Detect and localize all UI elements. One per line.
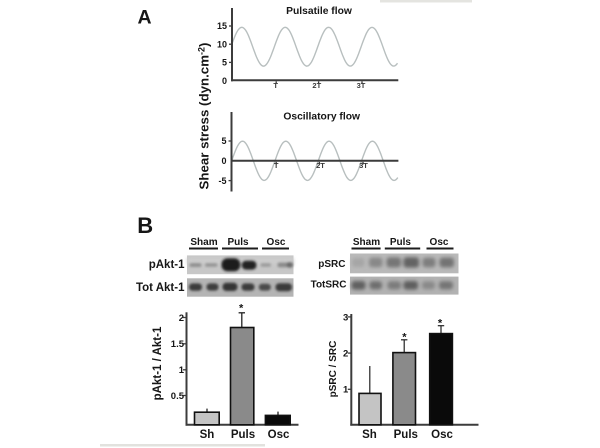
svg-text:Sh: Sh [200, 429, 215, 441]
svg-text:pSRC / SRC: pSRC / SRC [328, 341, 339, 398]
svg-text:T: T [273, 81, 278, 90]
svg-text:Sh: Sh [362, 429, 377, 441]
svg-text:3: 3 [343, 312, 348, 323]
svg-text:2T: 2T [316, 161, 325, 170]
svg-text:Osc: Osc [431, 429, 453, 441]
svg-text:2T: 2T [312, 81, 321, 90]
svg-text:Osc: Osc [268, 429, 290, 441]
svg-text:5: 5 [221, 136, 226, 146]
svg-text:A: A [138, 7, 152, 29]
svg-text:*: * [239, 303, 244, 315]
svg-text:1: 1 [179, 365, 185, 376]
svg-text:Oscillatory flow: Oscillatory flow [283, 112, 361, 123]
svg-text:3T: 3T [359, 161, 368, 170]
svg-text:*: * [402, 332, 407, 344]
svg-text:*: * [438, 318, 443, 330]
svg-text:pAkt-1 / Akt-1: pAkt-1 / Akt-1 [152, 326, 164, 400]
svg-text:pAkt-1: pAkt-1 [149, 259, 185, 271]
svg-text:2: 2 [343, 349, 348, 360]
svg-text:Sham: Sham [353, 237, 380, 248]
svg-text:-5: -5 [218, 176, 226, 186]
svg-text:Puls: Puls [231, 429, 255, 441]
svg-text:Shear stress (dyn.cm-2): Shear stress (dyn.cm-2) [197, 43, 212, 190]
svg-text:T: T [274, 161, 279, 170]
svg-text:Puls: Puls [390, 237, 412, 248]
svg-text:0: 0 [221, 156, 226, 166]
svg-text:0: 0 [222, 76, 227, 86]
svg-text:Pulsatile flow: Pulsatile flow [286, 6, 353, 17]
svg-text:Puls: Puls [227, 237, 249, 248]
svg-text:pSRC: pSRC [318, 259, 345, 270]
svg-text:1: 1 [343, 385, 349, 396]
svg-text:Sham: Sham [190, 237, 217, 248]
svg-text:TotSRC: TotSRC [311, 280, 347, 291]
svg-text:B: B [137, 213, 153, 238]
svg-text:2: 2 [179, 313, 184, 324]
svg-text:10: 10 [217, 39, 227, 49]
svg-text:15: 15 [217, 21, 227, 31]
svg-text:Puls: Puls [394, 429, 418, 441]
svg-text:1.5: 1.5 [171, 339, 185, 350]
svg-text:Osc: Osc [430, 237, 449, 248]
svg-text:Osc: Osc [267, 237, 286, 248]
svg-text:3T: 3T [357, 81, 366, 90]
svg-text:0.5: 0.5 [171, 391, 185, 402]
svg-text:Tot Akt-1: Tot Akt-1 [136, 282, 185, 294]
svg-text:5: 5 [222, 58, 227, 68]
